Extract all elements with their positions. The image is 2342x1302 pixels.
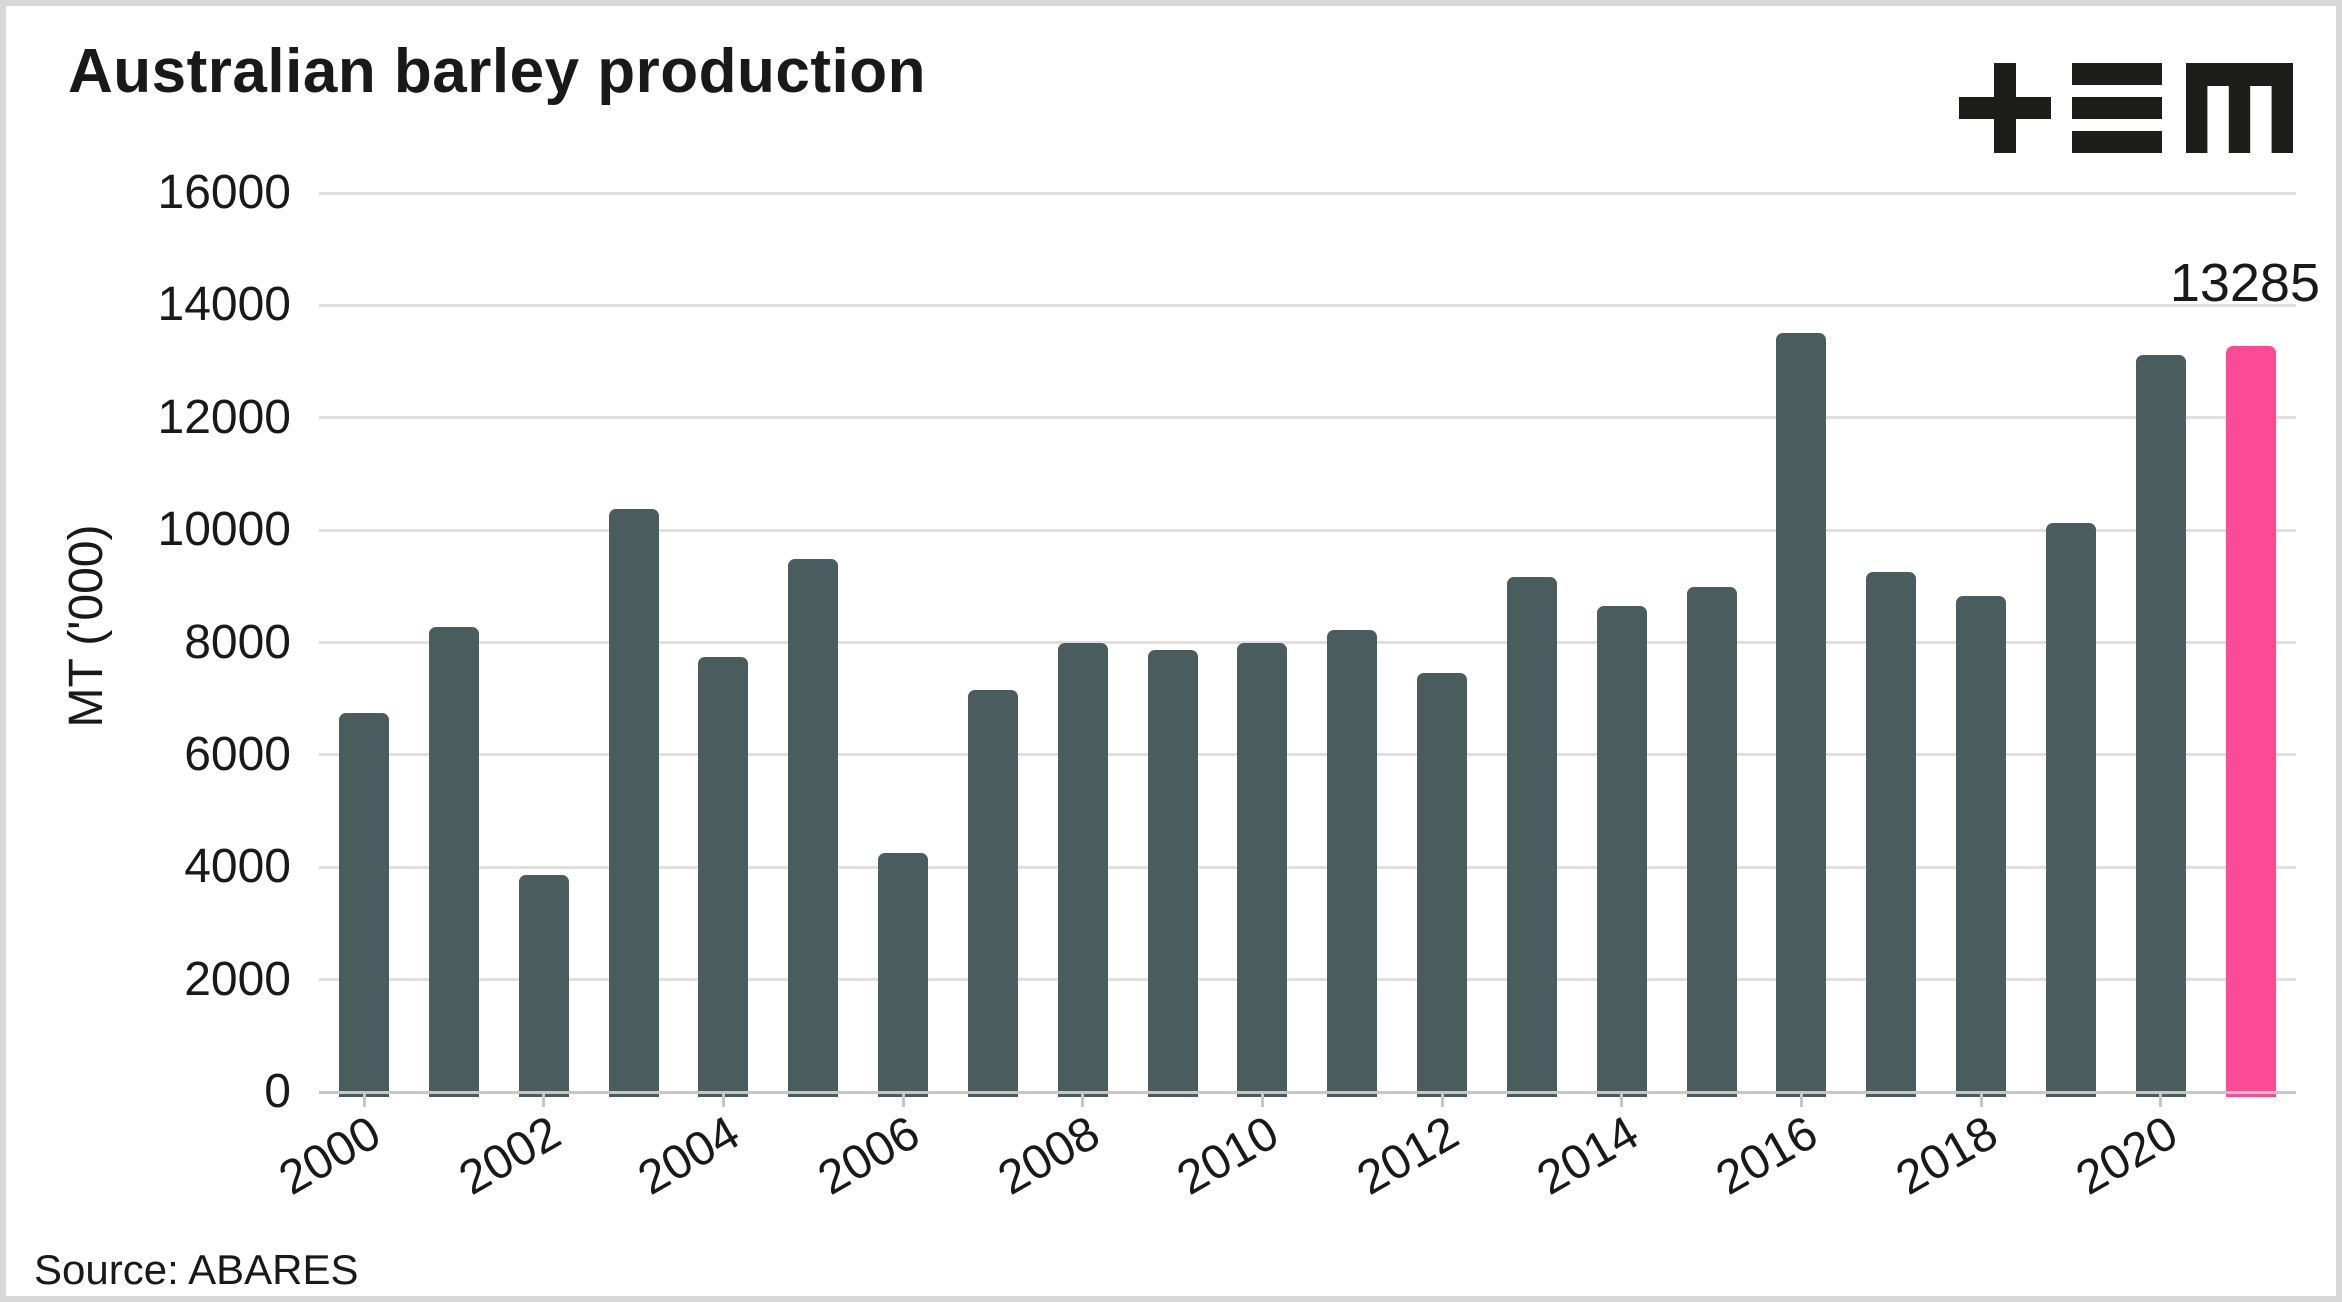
x-tick-mark-2006 — [901, 1094, 905, 1107]
gridline-8000 — [319, 641, 2296, 644]
bar-2021-highlight — [2225, 345, 2276, 1097]
gridline-6000 — [319, 753, 2296, 757]
bar-2008 — [1057, 642, 1108, 1097]
bar-value-label: 13285 — [2169, 253, 2320, 313]
x-tick-label-2002: 2002 — [450, 1106, 570, 1206]
bar-2013 — [1506, 576, 1557, 1097]
bar-2018 — [1956, 596, 2007, 1097]
x-tick-mark-2016 — [1799, 1094, 1803, 1107]
logo-bars-icon — [2072, 131, 2162, 153]
bar-2010 — [1237, 642, 1288, 1097]
x-tick-mark-2002 — [542, 1094, 546, 1107]
gridline-10000 — [319, 528, 2296, 532]
gridline-2000 — [319, 978, 2296, 982]
bar-2001 — [428, 626, 479, 1097]
y-tick-label-4000: 4000 — [184, 840, 291, 894]
y-tick-label-16000: 16000 — [157, 166, 291, 219]
x-tick-mark-2008 — [1081, 1094, 1085, 1107]
y-tick-label-6000: 6000 — [184, 727, 291, 781]
x-tick-label-2004: 2004 — [629, 1106, 749, 1206]
x-tick-label-2010: 2010 — [1168, 1106, 1288, 1206]
gridline-12000 — [319, 416, 2296, 420]
x-tick-label-2020: 2020 — [2067, 1106, 2187, 1206]
y-axis-label: MT ('000) — [60, 524, 113, 728]
y-tick-label-8000: 8000 — [184, 615, 291, 669]
x-tick-label-2006: 2006 — [809, 1106, 929, 1206]
x-tick-mark-2014 — [1620, 1094, 1624, 1107]
x-tick-mark-2004 — [721, 1094, 725, 1107]
x-tick-label-2014: 2014 — [1528, 1106, 1648, 1206]
bar-2002 — [518, 874, 569, 1097]
x-tick-mark-2010 — [1260, 1094, 1264, 1107]
gridline-4000 — [319, 865, 2296, 869]
bar-2016 — [1776, 333, 1827, 1097]
x-tick-label-2016: 2016 — [1707, 1106, 1827, 1206]
x-tick-label-2008: 2008 — [989, 1106, 1109, 1206]
bar-2012 — [1417, 672, 1468, 1097]
bar-2005 — [788, 559, 839, 1097]
logo-m-icon — [2186, 63, 2293, 153]
x-tick-label-2012: 2012 — [1348, 1106, 1468, 1206]
logo-bars-icon — [2072, 97, 2162, 119]
gridline-16000 — [319, 191, 2296, 195]
source-note: Source: ABARES — [34, 1246, 359, 1293]
x-tick-mark-2012 — [1440, 1094, 1444, 1107]
x-tick-label-2018: 2018 — [1887, 1106, 2007, 1206]
y-tick-label-10000: 10000 — [157, 503, 291, 557]
y-tick-label-0: 0 — [264, 1065, 291, 1118]
x-tick-label-2000: 2000 — [270, 1106, 390, 1206]
logo-plus-icon-vertical — [1994, 63, 2016, 153]
bar-2000 — [339, 713, 389, 1097]
bar-2009 — [1147, 650, 1198, 1097]
tem-logo — [1959, 63, 2293, 153]
bar-2006 — [878, 852, 929, 1097]
x-tick-mark-2020 — [2159, 1094, 2163, 1107]
y-tick-label-14000: 14000 — [157, 278, 291, 332]
bar-2019 — [2045, 522, 2096, 1097]
logo-bars-icon — [2072, 63, 2162, 85]
chart-title: Australian barley production — [68, 37, 927, 106]
bar-2003 — [608, 508, 659, 1097]
y-tick-label-12000: 12000 — [157, 390, 291, 444]
x-tick-mark-2018 — [1979, 1094, 1983, 1107]
y-tick-label-2000: 2000 — [184, 952, 291, 1006]
bar-2017 — [1866, 572, 1917, 1097]
bar-2020 — [2135, 355, 2186, 1097]
bar-2011 — [1327, 630, 1378, 1097]
x-axis-line — [319, 1091, 2296, 1094]
x-tick-mark-2000 — [362, 1094, 366, 1107]
bar-2014 — [1596, 606, 1647, 1097]
gridline-14000 — [319, 303, 2296, 307]
bar-2004 — [698, 657, 749, 1097]
bar-2007 — [967, 689, 1018, 1097]
bar-2015 — [1686, 586, 1737, 1097]
